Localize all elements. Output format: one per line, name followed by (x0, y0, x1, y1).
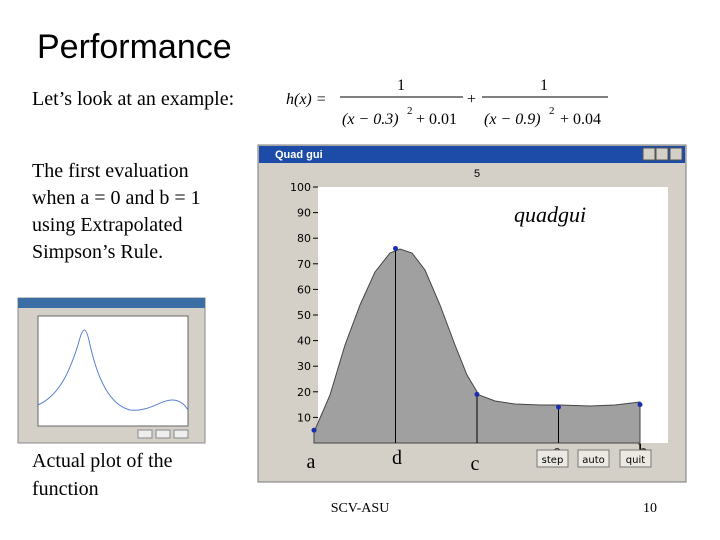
thumbnail (17, 297, 206, 444)
y-tick-label: 70 (297, 258, 311, 271)
y-tick-label: 30 (297, 360, 311, 373)
description-line: Simpson’s Rule. (32, 241, 163, 263)
sample-point (474, 391, 480, 397)
caption: Actual plot of the function (32, 450, 173, 500)
button-label[interactable]: step (542, 455, 564, 466)
button[interactable] (577, 449, 610, 468)
point-label: d (392, 447, 402, 469)
close-button[interactable] (669, 147, 683, 161)
y-tick-label: 50 (297, 309, 311, 322)
sample-point (311, 427, 317, 433)
description: The first evaluation when a = 0 and b = 1… (32, 160, 201, 263)
description-line: using Extrapolated (32, 214, 183, 236)
point-label: a (307, 451, 316, 473)
y-tick-label: 40 (297, 335, 311, 348)
denominator: (x − 0.9) (484, 111, 541, 128)
superscript: 2 (407, 105, 413, 117)
thumbnail-button (137, 429, 153, 439)
y-tick-label: 90 (297, 207, 311, 220)
plus: + (467, 91, 476, 108)
caption-line: function (32, 478, 99, 500)
y-tick-label: 100 (290, 181, 311, 194)
numerator: 1 (397, 77, 405, 94)
formula: h(x) = 1 (x − 0.3) 2 + 0.01 + 1 (x − 0.9… (286, 77, 608, 128)
button[interactable] (619, 449, 652, 468)
button[interactable] (536, 449, 569, 468)
sample-point (637, 402, 643, 408)
button-label[interactable]: quit (626, 455, 645, 466)
button-label[interactable]: auto (582, 455, 605, 466)
point-label: c (471, 453, 480, 475)
window-titlebar (259, 146, 685, 163)
denominator-tail: + 0.04 (560, 111, 601, 128)
plot-label: quadgui (514, 202, 586, 227)
intro-text: Let’s look at an example: (32, 88, 234, 110)
thumbnail-button (173, 429, 189, 439)
sample-point (556, 404, 561, 410)
buttons: step auto quit (536, 449, 652, 468)
title: Performance (37, 28, 232, 66)
thumbnail-axes (37, 315, 189, 427)
denominator-tail: + 0.01 (416, 111, 457, 128)
description-line: when a = 0 and b = 1 (32, 187, 201, 209)
denominator: (x − 0.3) (342, 111, 399, 128)
numerator: 1 (540, 77, 548, 94)
formula-lhs: h(x) = (286, 91, 327, 108)
description-line: The first evaluation (32, 160, 189, 182)
counter: 5 (474, 168, 480, 180)
thumbnail-curve (37, 329, 189, 411)
sample-point (393, 245, 398, 251)
thumbnail-titlebar (18, 298, 205, 308)
minimize-button[interactable] (642, 147, 656, 161)
thumbnail-button (155, 429, 171, 439)
y-tick-label: 10 (297, 411, 311, 424)
y-tick-label: 80 (297, 232, 311, 245)
page-number: 10 (643, 501, 657, 516)
caption-line: Actual plot of the (32, 450, 173, 472)
y-tick-label: 60 (297, 283, 311, 296)
window-title: Quad gui (275, 149, 323, 161)
superscript: 2 (549, 105, 555, 117)
quadgui-window: Quad gui 5 102030405060708090100adceb qu… (257, 144, 687, 483)
footer-left: SCV-ASU (331, 501, 390, 516)
maximize-button[interactable] (655, 147, 669, 161)
y-tick-label: 20 (297, 386, 311, 399)
